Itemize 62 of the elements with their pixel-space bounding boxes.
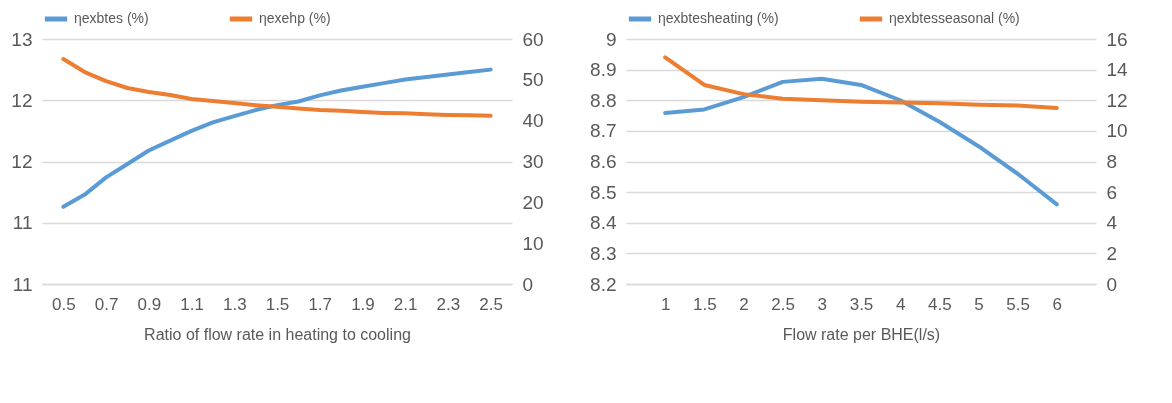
- x-tick-label: 2: [739, 294, 749, 314]
- x-tick-label: 2.5: [479, 294, 503, 314]
- y2-tick-label: 4: [1106, 212, 1118, 234]
- x-tick-label: 0.7: [94, 294, 119, 314]
- line-series: [61, 67, 493, 209]
- legend-label: ηexbtes (%): [74, 10, 149, 26]
- legend-label: ηexbtesseasonal (%): [889, 10, 1020, 26]
- x-tick-label: 1.5: [265, 294, 290, 314]
- y2-tick-label: 10: [1106, 120, 1128, 142]
- x-tick-label: 4: [895, 294, 906, 314]
- line-series: [663, 76, 1059, 207]
- y-tick-label: 12: [11, 89, 33, 111]
- x-axis-title: Ratio of flow rate in heating to cooling: [144, 325, 411, 343]
- x-tick-label: 1.7: [308, 294, 333, 314]
- y2-tick-label: 12: [1106, 89, 1128, 111]
- x-tick-label: 4.5: [928, 294, 952, 314]
- y2-tick-label: 60: [522, 28, 544, 50]
- x-tick-label: 2.1: [393, 294, 418, 314]
- x-tick-label: 1.9: [351, 294, 375, 314]
- line-series: [61, 57, 493, 118]
- x-tick-label: 2.5: [771, 294, 795, 314]
- legend-label: ηexehp (%): [259, 10, 331, 26]
- x-tick-label: 0.5: [52, 294, 76, 314]
- y-tick-label: 8.5: [590, 181, 617, 203]
- y2-tick-label: 10: [522, 232, 544, 254]
- y2-tick-label: 0: [1106, 273, 1118, 295]
- y-tick-label: 11: [12, 212, 33, 234]
- line-series: [663, 55, 1059, 110]
- legend-label: ηexbtesheating (%): [658, 10, 779, 26]
- x-axis-title: Flow rate per BHE(l/s): [782, 325, 941, 343]
- y-tick-label: 8.4: [590, 212, 617, 234]
- x-tick-label: 2.3: [436, 294, 461, 314]
- y-tick-label: 8.9: [590, 59, 617, 81]
- y2-tick-label: 14: [1106, 59, 1129, 81]
- x-tick-label: 1.5: [693, 294, 717, 314]
- x-tick-label: 1.3: [222, 294, 247, 314]
- x-tick-label: 5: [974, 294, 984, 314]
- x-tick-label: 3: [817, 294, 828, 314]
- y-tick-label: 13: [11, 28, 33, 50]
- y2-tick-label: 40: [522, 110, 544, 132]
- y-tick-label: 12: [11, 151, 33, 172]
- x-tick-label: 0.9: [137, 294, 162, 314]
- y2-tick-label: 16: [1106, 28, 1128, 50]
- x-tick-label: 1.1: [180, 294, 204, 314]
- y2-tick-label: 8: [1106, 151, 1118, 172]
- y2-tick-label: 0: [522, 273, 534, 295]
- x-tick-label: 3.5: [849, 294, 874, 314]
- y-tick-label: 8.2: [590, 273, 617, 295]
- y2-tick-label: 50: [522, 69, 544, 91]
- x-tick-label: 5.5: [1006, 294, 1030, 314]
- y2-tick-label: 2: [1106, 242, 1118, 264]
- y-tick-label: 9: [605, 28, 617, 50]
- y2-tick-label: 6: [1106, 181, 1118, 203]
- y-tick-label: 8.7: [590, 120, 617, 142]
- y-tick-label: 8.8: [590, 89, 617, 111]
- y-tick-label: 8.6: [590, 151, 617, 172]
- y2-tick-label: 30: [522, 151, 544, 172]
- x-tick-label: 1: [660, 294, 671, 314]
- y2-tick-label: 20: [522, 191, 544, 213]
- y-tick-label: 11: [12, 273, 33, 295]
- y-tick-label: 8.3: [590, 242, 617, 264]
- x-tick-label: 6: [1052, 294, 1063, 314]
